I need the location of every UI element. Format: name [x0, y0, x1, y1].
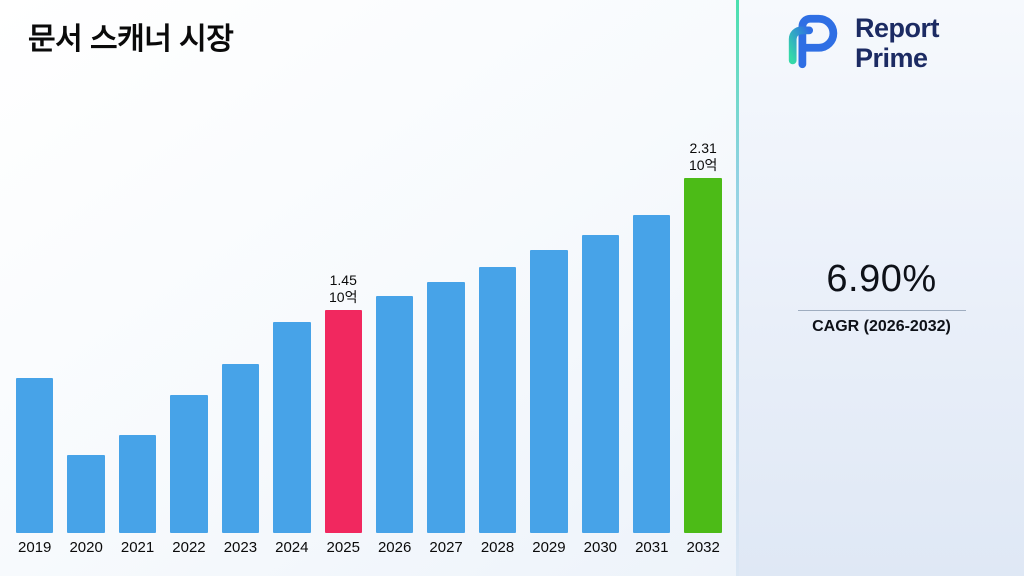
- bar-2031: [633, 214, 671, 533]
- logo-text-line1: Report: [855, 13, 940, 44]
- bar-2027: [427, 282, 465, 533]
- x-axis-label-2029: 2029: [532, 539, 566, 556]
- right-panel: Report Prime 6.90% CAGR (2026-2032): [739, 0, 1024, 576]
- bar-value-label-2032: 2.31 10억: [688, 139, 718, 174]
- bar-2029: [530, 249, 568, 533]
- x-axis-label-2025: 2025: [326, 539, 360, 556]
- bar-2022: [170, 394, 208, 533]
- bar-2021: [118, 434, 157, 533]
- x-axis-label-2028: 2028: [480, 539, 515, 556]
- x-axis-label-2021: 2021: [120, 539, 155, 556]
- cagr-block: 6.90% CAGR (2026-2032): [739, 258, 1024, 336]
- x-axis-label-2031: 2031: [635, 539, 669, 556]
- x-axis-label-2022: 2022: [172, 539, 206, 556]
- bar-2030: [581, 234, 620, 533]
- x-axis-label-2032: 2032: [686, 539, 720, 556]
- bar-2026: [375, 296, 414, 533]
- bar-2024: [273, 322, 311, 533]
- report-prime-logo-text: Report Prime: [855, 13, 940, 73]
- bar-value-label-2025: 1.45 10억: [329, 271, 358, 306]
- page-title: 문서 스캐너 시장: [28, 23, 234, 56]
- x-axis-label-2024: 2024: [275, 539, 309, 556]
- bar-2028: [478, 266, 517, 533]
- report-prime-logo: Report Prime: [783, 10, 940, 77]
- report-prime-logo-icon: [783, 10, 845, 77]
- bar-chart: 1.45 10억 2.31 10억: [16, 133, 722, 533]
- bar-2020: [67, 454, 105, 533]
- bar-2032: 2.31 10억: [684, 140, 722, 533]
- bar-2023: [221, 363, 260, 533]
- cagr-label: CAGR (2026-2032): [812, 318, 951, 335]
- cagr-divider-line: [797, 310, 966, 311]
- cagr-value: 6.90%: [826, 258, 937, 300]
- x-axis-label-2027: 2027: [429, 539, 463, 556]
- bar-2025: 1.45 10억: [324, 272, 362, 533]
- x-axis-label-2030: 2030: [583, 539, 618, 556]
- vertical-divider: [736, 0, 739, 576]
- x-axis: 2019 2020 2021 2022 2023 2024 2025 2026 2027 2028…: [16, 539, 722, 556]
- x-axis-label-2026: 2026: [377, 539, 412, 556]
- logo-text-line2: Prime: [855, 42, 928, 73]
- x-axis-label-2019: 2019: [18, 539, 52, 556]
- bar-2019: [16, 377, 54, 533]
- x-axis-label-2020: 2020: [69, 539, 103, 556]
- x-axis-label-2023: 2023: [223, 539, 258, 556]
